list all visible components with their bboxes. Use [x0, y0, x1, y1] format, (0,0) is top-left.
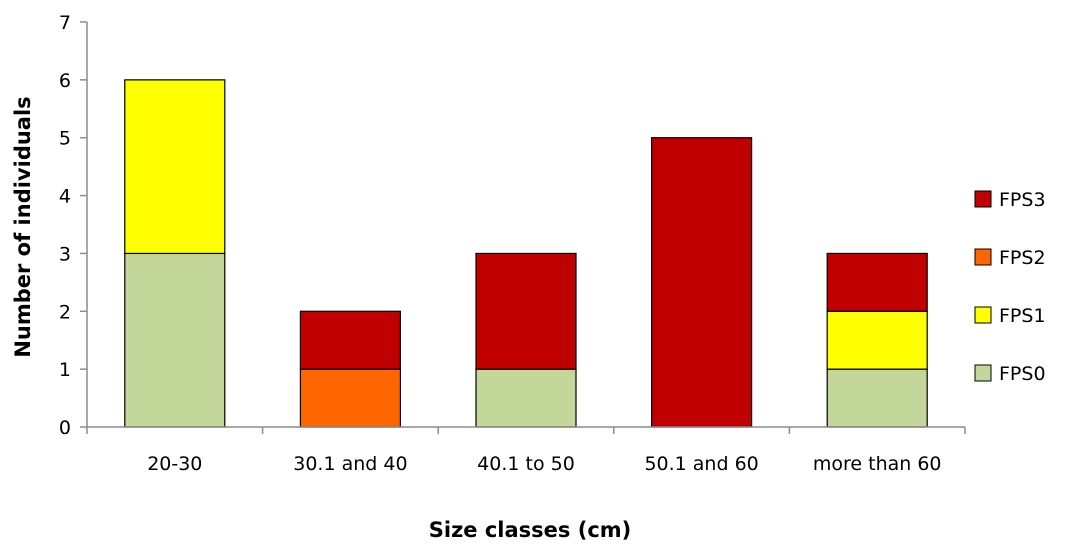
- x-tick-label: 30.1 and 40: [293, 453, 407, 475]
- y-tick-label: 5: [59, 128, 71, 150]
- y-axis: 0 1 2 3 4 5 6 7: [59, 12, 88, 439]
- y-tick-label: 0: [59, 417, 71, 439]
- y-axis-title: Number of individuals: [11, 96, 35, 357]
- bar-segment-fps0: [475, 368, 577, 428]
- legend-swatch-fps2: [974, 248, 992, 266]
- y-tick-label: 1: [59, 359, 71, 381]
- bar-segment-fps1: [124, 79, 226, 255]
- bar-segment-fps3: [475, 252, 577, 370]
- legend: FPS3 FPS2 FPS1 FPS0: [974, 189, 1046, 385]
- x-tick-label: 40.1 to 50: [477, 453, 575, 475]
- x-axis: 20-30 30.1 and 40 40.1 to 50 50.1 and 60 mor…: [86, 426, 966, 475]
- x-tick-label: 50.1 and 60: [644, 453, 758, 475]
- legend-label-fps0: FPS0: [999, 363, 1046, 385]
- bar-segment-fps1: [826, 310, 928, 370]
- legend-label-fps3: FPS3: [999, 189, 1046, 211]
- x-axis-title: Size classes (cm): [429, 518, 632, 542]
- legend-label-fps2: FPS2: [999, 247, 1046, 269]
- y-tick-label: 6: [59, 70, 71, 92]
- plot-area: [124, 79, 928, 428]
- x-tick-label: more than 60: [813, 453, 942, 475]
- bar-segment-fps0: [826, 368, 928, 428]
- y-tick-label: 3: [59, 243, 71, 265]
- bar-segment-fps3: [299, 310, 401, 370]
- legend-swatch-fps1: [974, 306, 992, 324]
- bar-segment-fps3: [650, 137, 753, 428]
- bar-segment-fps3: [826, 252, 928, 312]
- legend-swatch-fps3: [974, 190, 992, 208]
- legend-label-fps1: FPS1: [999, 305, 1046, 327]
- legend-swatch-fps0: [974, 364, 992, 382]
- bar-segment-fps0: [124, 252, 226, 428]
- bar-segment-fps2: [299, 368, 401, 428]
- y-tick-label: 7: [59, 12, 71, 34]
- y-tick-label: 4: [59, 186, 71, 208]
- x-tick-label: 20-30: [147, 453, 202, 475]
- y-tick-label: 2: [59, 301, 71, 323]
